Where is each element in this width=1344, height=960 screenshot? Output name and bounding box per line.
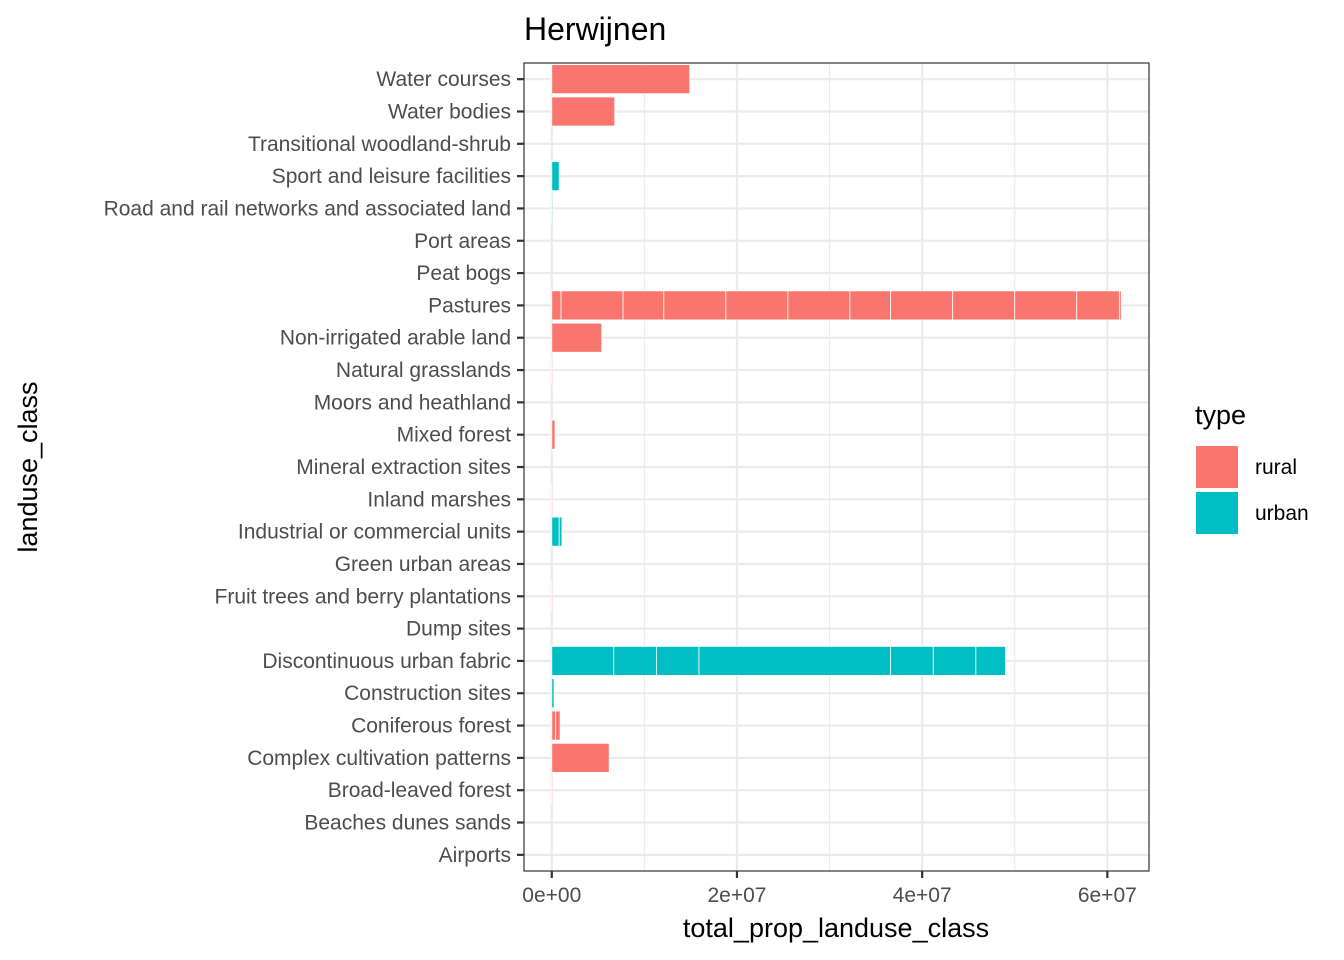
- y-tick-label: Broad-leaved forest: [328, 779, 511, 802]
- bar-segment: [656, 645, 700, 676]
- y-tick-label: Non-irrigated arable land: [280, 327, 511, 350]
- y-tick-label: Sport and leisure facilities: [272, 165, 511, 188]
- bar-segment: [551, 322, 603, 353]
- bar-segment: [555, 710, 561, 741]
- bar-segment: [932, 645, 977, 676]
- legend-key-urban: [1196, 492, 1238, 534]
- y-tick-label: Construction sites: [344, 682, 511, 705]
- y-tick-label: Complex cultivation patterns: [247, 747, 511, 770]
- y-tick-label: Water courses: [376, 68, 511, 91]
- legend-title: type: [1195, 400, 1246, 430]
- legend-key-rural: [1196, 446, 1238, 488]
- y-tick-label: Road and rail networks and associated la…: [104, 197, 511, 220]
- bar-segment: [622, 290, 665, 321]
- y-tick-label: Discontinuous urban fabric: [262, 650, 511, 673]
- bar-segment: [890, 290, 954, 321]
- bar-segment: [787, 290, 851, 321]
- y-tick-label: Green urban areas: [335, 553, 511, 576]
- x-tick-label: 4e+07: [893, 884, 952, 907]
- bar-segment: [663, 290, 727, 321]
- y-tick-label: Natural grasslands: [336, 359, 511, 382]
- bar-segment: [725, 290, 789, 321]
- bar-segment: [551, 355, 554, 385]
- bar-segment: [551, 516, 560, 547]
- legend-label-rural: rural: [1255, 456, 1297, 479]
- bar-segment: [613, 645, 657, 676]
- x-axis-title: total_prop_landuse_class: [683, 913, 989, 943]
- y-tick-label: Beaches dunes sands: [304, 812, 511, 835]
- y-tick-label: Port areas: [414, 230, 511, 253]
- y-axis-title: landuse_class: [13, 381, 43, 552]
- bar-segment: [975, 645, 1006, 676]
- y-tick-label: Inland marshes: [367, 488, 511, 511]
- bar-segment: [551, 419, 556, 450]
- bar-segment: [551, 775, 554, 806]
- x-axis: 0e+00 2e+07 4e+07 6e+07: [522, 871, 1137, 907]
- chart-title: Herwijnen: [524, 11, 666, 47]
- y-tick-label: Peat bogs: [416, 262, 511, 285]
- bar-segment: [1076, 290, 1120, 321]
- bar-segment: [551, 193, 554, 224]
- plot-panel: [523, 62, 1150, 872]
- bar-series: [551, 64, 1122, 806]
- y-tick-label: Dump sites: [406, 618, 511, 641]
- bar-segment: [890, 645, 934, 676]
- legend: type rural urban: [1195, 400, 1309, 534]
- bar-segment: [952, 290, 1016, 321]
- bar-segment: [551, 96, 616, 127]
- grid-lines: [524, 63, 1149, 871]
- bar-segment: [560, 290, 624, 321]
- legend-label-urban: urban: [1255, 502, 1309, 525]
- y-tick-label: Transitional woodland-shrub: [248, 133, 511, 156]
- y-tick-label: Industrial or commercial units: [238, 521, 511, 544]
- bar-segment: [558, 516, 563, 547]
- y-tick-label: Coniferous forest: [351, 715, 511, 738]
- bar-segment: [1118, 290, 1122, 321]
- x-tick-label: 2e+07: [707, 884, 766, 907]
- bar-segment: [698, 645, 892, 676]
- bar-segment: [1014, 290, 1078, 321]
- bar-segment: [849, 290, 892, 321]
- y-tick-label: Pastures: [428, 294, 511, 317]
- y-tick-label: Mixed forest: [397, 424, 512, 447]
- x-tick-label: 6e+07: [1078, 884, 1137, 907]
- y-tick-label: Airports: [439, 844, 511, 867]
- bar-segment: [551, 645, 615, 676]
- bar-segment: [551, 581, 554, 612]
- x-tick-label: 0e+00: [522, 884, 581, 907]
- bar-segment: [551, 161, 560, 192]
- bar-segment: [551, 484, 554, 515]
- bar-segment: [551, 290, 562, 321]
- y-tick-label: Mineral extraction sites: [296, 456, 511, 479]
- bar-segment: [551, 710, 556, 741]
- y-tick-label: Water bodies: [388, 100, 511, 123]
- legend-items: rural urban: [1196, 446, 1309, 534]
- bar-segment: [551, 64, 691, 95]
- bar-segment: [551, 742, 610, 773]
- bar-segment: [551, 678, 555, 709]
- y-tick-label: Fruit trees and berry plantations: [215, 585, 511, 608]
- y-axis: Airports Beaches dunes sands Broad-leaved …: [104, 68, 524, 867]
- y-tick-label: Moors and heathland: [314, 391, 511, 414]
